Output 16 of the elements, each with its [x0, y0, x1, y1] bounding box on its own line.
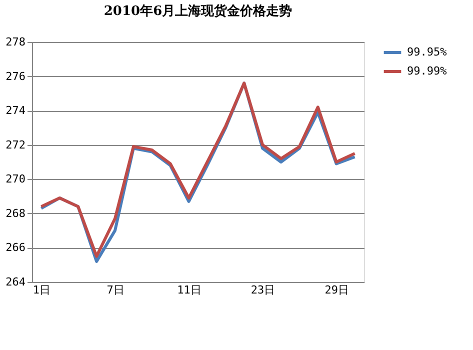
legend-label: 99.95% — [407, 46, 448, 58]
y-tick-label: 266 — [6, 241, 26, 254]
x-tick-label: 7日 — [106, 284, 124, 296]
x-tick-label: 29日 — [324, 284, 349, 296]
x-tick-label: 23日 — [250, 284, 276, 296]
y-tick-label: 278 — [6, 36, 26, 48]
y-tick-label: 274 — [6, 104, 26, 118]
chart-title: 2010年6月上海现货金价格走势 — [104, 3, 292, 19]
legend-label: 99.99% — [407, 64, 448, 78]
x-tick-label: 11日 — [177, 284, 202, 296]
y-tick-label: 264 — [6, 276, 26, 288]
x-tick-label: 1日 — [32, 284, 51, 296]
y-tick-label: 276 — [6, 70, 26, 83]
y-tick-label: 270 — [6, 172, 26, 186]
y-tick-label: 272 — [6, 138, 26, 152]
y-tick-label: 268 — [6, 206, 26, 220]
